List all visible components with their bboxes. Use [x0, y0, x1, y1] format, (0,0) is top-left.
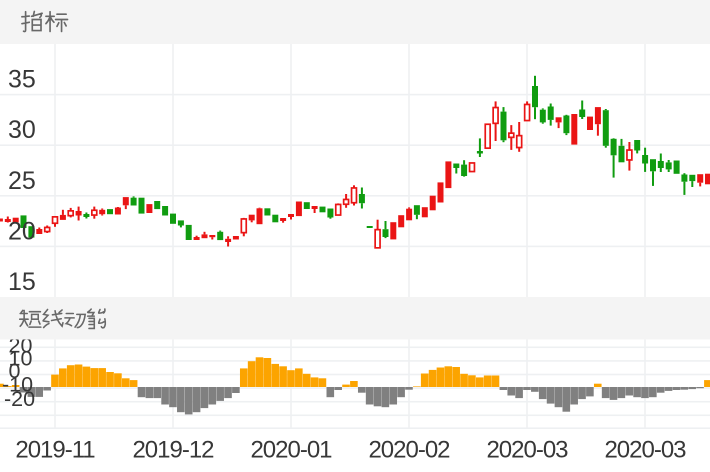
svg-text:2019-12: 2019-12 — [132, 436, 214, 463]
svg-text:-10: -10 — [2, 372, 33, 396]
svg-text:2020-02: 2020-02 — [368, 436, 450, 463]
svg-text:2020-03: 2020-03 — [486, 436, 568, 463]
svg-text:0: 0 — [9, 359, 21, 383]
svg-text:20: 20 — [8, 217, 36, 245]
svg-text:35: 35 — [8, 66, 36, 94]
svg-text:20: 20 — [9, 334, 33, 358]
svg-text:2020-01: 2020-01 — [250, 436, 332, 463]
svg-text:2019-11: 2019-11 — [15, 436, 95, 463]
svg-text:15: 15 — [8, 268, 36, 296]
svg-text:25: 25 — [8, 167, 36, 195]
svg-text:2020-03: 2020-03 — [604, 436, 686, 463]
svg-text:10: 10 — [9, 346, 33, 370]
svg-text:-20: -20 — [4, 387, 35, 411]
svg-text:30: 30 — [8, 116, 36, 144]
